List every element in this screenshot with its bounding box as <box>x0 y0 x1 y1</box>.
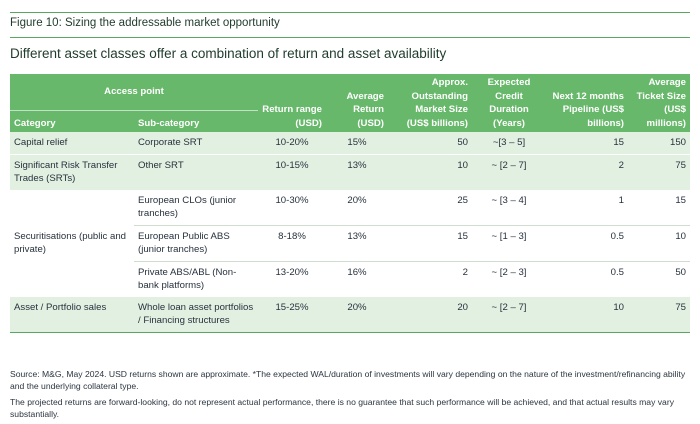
cell-pipeline: 1 <box>618 194 624 206</box>
header-pipeline: Next 12 months Pipeline (US$ billions) <box>546 74 628 132</box>
cell-return-range: 13-20% <box>258 260 326 297</box>
cell-pipeline: 0.5 <box>546 260 628 297</box>
table-row: Significant Risk Transfer Trades (SRTs) … <box>10 153 690 190</box>
cell-return-range: 10-20% <box>258 132 326 154</box>
cell-sub-category: Whole loan asset portfolios / Financing … <box>134 296 258 333</box>
cell-sub-category: European Public ABS (junior tranches) <box>134 224 258 261</box>
cell-market-size: 15 <box>388 224 472 261</box>
cell-market-size: 20 <box>388 296 472 333</box>
figure-subtitle: Different asset classes offer a combinat… <box>10 46 447 61</box>
footnotes: Source: M&G, May 2024. USD returns shown… <box>10 368 690 424</box>
cell-average-return: 13% <box>326 224 388 261</box>
cell-credit-duration: ~ [3 – 4] <box>491 194 527 206</box>
header-access-point: Access point <box>10 74 258 111</box>
cell-credit-duration: ~ [2 – 7] <box>472 296 546 333</box>
cell-return-range: 15-25% <box>258 296 326 333</box>
cell-pipeline: 0.5 <box>546 224 628 261</box>
table-row: Securitisations (public and private) Eur… <box>10 190 690 256</box>
table-row: Asset / Portfolio sales Whole loan asset… <box>10 296 690 333</box>
cell-ticket-size: 50 <box>628 260 690 297</box>
header-return-range: Return range (USD) <box>258 74 326 132</box>
header-row-bottom: Category Sub-category <box>10 110 690 132</box>
cell-average-return: 20% <box>326 296 388 333</box>
header-credit-duration: Expected Credit Duration (Years) <box>472 74 546 132</box>
header-average-return: Average Return (USD) <box>326 74 388 132</box>
cell-return-range: 10-30% <box>275 194 309 206</box>
table-row: Private ABS/ABL (Non-bank platforms) 13-… <box>10 260 690 297</box>
cell-return-range: 10-15% <box>258 153 326 190</box>
header-ticket-size: Average Ticket Size (US$ millions) <box>628 74 690 132</box>
cell-ticket-size: 10 <box>628 224 690 261</box>
cell-category: Significant Risk Transfer Trades (SRTs) <box>10 153 134 190</box>
market-table: Access point Return range (USD) Average … <box>10 74 690 333</box>
cell-credit-duration: ~ [1 – 3] <box>472 224 546 261</box>
cell-pipeline: 2 <box>546 153 628 190</box>
cell-category: Securitisations (public and private) <box>14 230 126 256</box>
cell-credit-duration: ~[3 – 5] <box>472 132 546 154</box>
cell-ticket-size: 75 <box>628 153 690 190</box>
cell-category: Capital relief <box>10 132 134 154</box>
cell-average-return: 15% <box>326 132 388 154</box>
cell-market-size: 25 <box>457 194 468 206</box>
cell-sub-category: European CLOs (junior tranches) <box>138 194 237 220</box>
cell-pipeline: 10 <box>546 296 628 333</box>
cell-market-size: 2 <box>388 260 472 297</box>
table-row: Capital relief Corporate SRT 10-20% 15% … <box>10 132 690 154</box>
cell-sub-category: Corporate SRT <box>134 132 258 154</box>
source-note: Source: M&G, May 2024. USD returns shown… <box>10 369 686 391</box>
cell-ticket-size: 15 <box>675 194 686 206</box>
header-row-top: Access point Return range (USD) Average … <box>10 74 690 132</box>
cell-ticket-size: 75 <box>628 296 690 333</box>
cell-average-return: 20% <box>347 194 367 206</box>
disclaimer-note: The projected returns are forward-lookin… <box>10 397 674 419</box>
cell-sub-category: Private ABS/ABL (Non-bank platforms) <box>134 260 258 297</box>
cell-average-return: 16% <box>326 260 388 297</box>
cell-credit-duration: ~ [2 – 7] <box>472 153 546 190</box>
cell-sub-category: Other SRT <box>134 153 258 190</box>
cell-return-range: 8-18% <box>258 224 326 261</box>
cell-credit-duration: ~ [2 – 3] <box>472 260 546 297</box>
header-category: Category <box>10 110 134 132</box>
market-table-wrapper: Access point Return range (USD) Average … <box>10 74 690 333</box>
header-sub-category: Sub-category <box>134 110 258 132</box>
cell-category: Asset / Portfolio sales <box>10 296 134 333</box>
cell-pipeline: 15 <box>546 132 628 154</box>
cell-market-size: 50 <box>388 132 472 154</box>
figure-title: Figure 10: Sizing the addressable market… <box>10 17 280 29</box>
cell-market-size: 10 <box>388 153 472 190</box>
header-market-size: Approx. Outstanding Market Size (US$ bil… <box>388 74 472 132</box>
cell-ticket-size: 150 <box>628 132 690 154</box>
cell-average-return: 13% <box>326 153 388 190</box>
figure-title-bar: Figure 10: Sizing the addressable market… <box>10 12 690 38</box>
table-row: European Public ABS (junior tranches) 8-… <box>10 224 690 261</box>
